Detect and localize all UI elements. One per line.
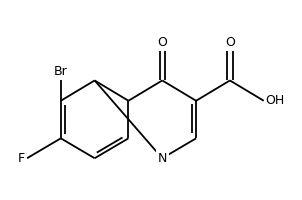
Text: OH: OH <box>265 94 285 107</box>
Text: O: O <box>157 36 167 49</box>
Text: N: N <box>158 152 167 165</box>
Text: Br: Br <box>54 65 68 78</box>
Text: F: F <box>18 152 25 165</box>
Text: O: O <box>225 36 235 49</box>
